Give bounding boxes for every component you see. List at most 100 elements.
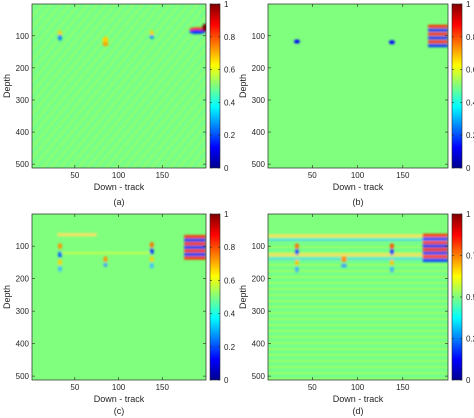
colorbar-gradient — [209, 213, 221, 381]
stripe-mark — [268, 234, 448, 238]
colorbar-tick-label: 0 — [466, 376, 471, 385]
panel-d: 50 100 150 100 200 300 400 500 Down - track Depth… — [238, 210, 474, 416]
feature-mark — [389, 243, 394, 250]
y-axis-label: Depth — [238, 74, 248, 98]
y-tick-label: 500 — [252, 160, 266, 169]
x-tick-label: 150 — [156, 171, 170, 180]
x-tick-label: 100 — [351, 383, 365, 392]
stripe-mark — [184, 252, 206, 256]
x-axis-label: Down - track — [333, 182, 384, 192]
y-axis-label: Depth — [238, 285, 248, 309]
feature-mark — [389, 259, 394, 266]
y-tick-label: 400 — [16, 340, 30, 349]
heatmap-background — [268, 4, 448, 168]
x-tick-label: 100 — [112, 171, 126, 180]
stripe-mark — [184, 245, 206, 249]
feature-mark — [149, 30, 154, 37]
stripe-mark — [422, 233, 448, 237]
x-tick-label: 150 — [396, 383, 410, 392]
feature-mark — [389, 249, 394, 256]
axes-box — [31, 3, 207, 169]
colorbar-tick-label: 1 — [224, 210, 229, 219]
feature-mark — [294, 243, 299, 250]
panel-c: 50 100 150 100 200 300 400 500 Down - track Depth… — [2, 210, 236, 416]
x-tick-label: 150 — [396, 171, 410, 180]
stripe-mark — [428, 32, 448, 36]
colorbar: 0 0.2 0.4 0.6 0.8 1 — [451, 0, 474, 173]
colorbar-gradient — [451, 3, 463, 169]
feature-mark — [294, 266, 299, 273]
colorbar: 0 0.25 0.5 0.75 1 — [451, 210, 474, 385]
colorbar-tick-label: 0.4 — [224, 310, 236, 319]
stripe-mark — [268, 253, 448, 257]
stripe-mark — [428, 36, 448, 40]
heatmap-background — [32, 214, 206, 380]
colorbar-tick-label: 0.25 — [466, 335, 474, 344]
panel-caption: (a) — [114, 197, 125, 207]
colorbar: 0 0.2 0.4 0.6 0.8 1 — [209, 0, 236, 173]
stripe-mark — [422, 251, 448, 255]
colorbar-tick-label: 0.2 — [224, 131, 236, 140]
feature-mark — [149, 262, 154, 269]
colorbar-tick-label: 0.8 — [224, 243, 236, 252]
y-tick-label: 400 — [252, 340, 266, 349]
axes-box — [31, 213, 207, 381]
x-tick-label: 50 — [308, 383, 317, 392]
stripe-mark — [422, 237, 448, 241]
colorbar-tick-label: 0.75 — [466, 252, 474, 261]
y-axis-label: Depth — [2, 74, 12, 98]
stripe-mark — [184, 235, 206, 239]
feature-mark — [57, 30, 62, 37]
feature-mark — [57, 34, 62, 41]
x-axis-label: Down - track — [94, 182, 145, 192]
plot-area — [32, 214, 206, 380]
colorbar-tick-label: 1 — [224, 0, 229, 9]
stripe-mark — [428, 28, 448, 32]
feature-mark — [149, 241, 154, 248]
y-axis-label: Depth — [2, 285, 12, 309]
colorbar-tick-label: 0.8 — [466, 33, 474, 42]
x-tick-label: 50 — [308, 171, 317, 180]
stripe-mark — [59, 252, 152, 255]
feature-mark — [57, 243, 62, 250]
texture-bands — [268, 233, 448, 380]
y-tick-label: 200 — [252, 64, 266, 73]
y-tick-label: 500 — [16, 372, 30, 381]
y-tick-label: 300 — [16, 96, 30, 105]
feature-mark — [57, 259, 62, 266]
colorbar-tick-label: 0.5 — [466, 293, 474, 302]
feature-mark — [149, 35, 154, 40]
feature-mark — [294, 259, 299, 266]
y-tick-label: 100 — [16, 32, 30, 41]
feature-mark — [389, 266, 394, 273]
colorbar-tick-label: 0.6 — [224, 66, 236, 75]
colorbar-tick-label: 0.6 — [224, 276, 236, 285]
stripe-mark — [428, 44, 448, 48]
colorbar-tick-label: 0.4 — [466, 98, 474, 107]
feature-mark — [149, 256, 154, 263]
feature-mark — [293, 39, 300, 44]
x-tick-label: 50 — [70, 383, 79, 392]
feature-mark — [149, 248, 154, 255]
y-tick-label: 500 — [252, 372, 266, 381]
feature-mark — [189, 29, 206, 34]
feature-layer — [57, 23, 206, 47]
stripe-mark — [268, 239, 448, 242]
colorbar-tick-label: 0.8 — [224, 33, 236, 42]
colorbar-tick-label: 1 — [466, 0, 471, 9]
x-tick-label: 100 — [112, 383, 126, 392]
colorbar-tick-label: 0.6 — [466, 66, 474, 75]
colorbar: 0 0.2 0.4 0.6 0.8 1 — [209, 210, 236, 385]
plot-area — [268, 4, 448, 168]
y-tick-label: 100 — [252, 32, 266, 41]
y-tick-label: 500 — [16, 160, 30, 169]
x-axis-label: Down - track — [94, 394, 145, 404]
panel-caption: (d) — [353, 406, 364, 416]
stripe-mark — [184, 242, 206, 246]
stripe-mark — [422, 258, 448, 262]
panel-a: 50 100 150 100 200 300 400 500 Down - track Depth… — [2, 0, 236, 207]
colorbar-tick-label: 1 — [466, 210, 471, 219]
y-tick-label: 400 — [16, 128, 30, 137]
panel-caption: (b) — [353, 197, 364, 207]
feature-mark — [340, 263, 347, 268]
